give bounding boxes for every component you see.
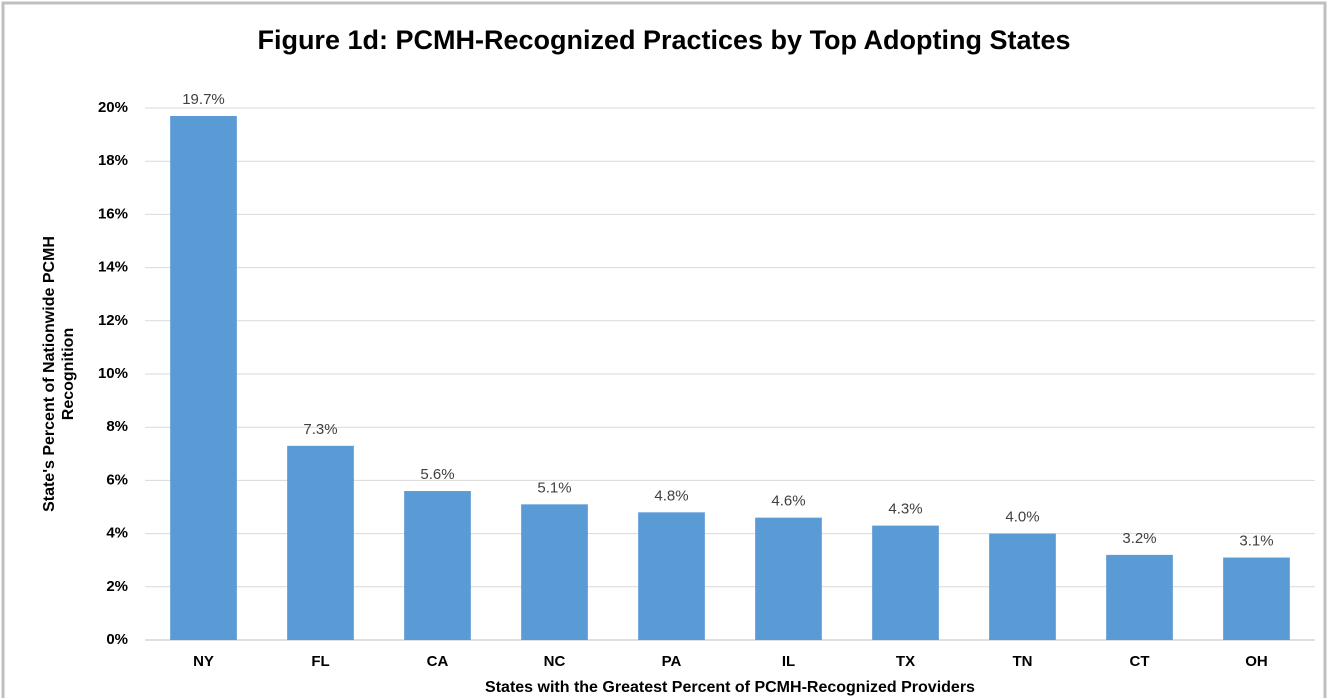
x-tick-label: PA <box>662 653 682 670</box>
x-axis-label: States with the Greatest Percent of PCMH… <box>485 679 975 696</box>
x-tick-label: TN <box>1013 653 1033 670</box>
bar <box>287 445 354 640</box>
x-tick-label: NC <box>544 653 566 670</box>
x-tick-label: NY <box>193 653 214 670</box>
x-tick-label: IL <box>782 653 795 670</box>
bar <box>755 517 822 640</box>
y-tick-label: 18% <box>98 152 128 169</box>
data-label: 3.2% <box>1122 530 1156 547</box>
bar <box>521 504 588 640</box>
data-label: 4.8% <box>654 487 688 504</box>
data-label: 3.1% <box>1239 533 1273 550</box>
bar <box>1223 557 1290 640</box>
x-tick-label: CT <box>1130 653 1150 670</box>
y-axis-label: State's Percent of Nationwide PCMH Recog… <box>41 236 77 512</box>
data-label: 4.6% <box>771 493 805 510</box>
bar <box>638 512 705 640</box>
y-tick-label: 16% <box>98 205 128 222</box>
y-tick-label: 20% <box>98 99 128 116</box>
data-label: 5.1% <box>537 479 571 496</box>
y-tick-label: 0% <box>106 631 128 648</box>
y-tick-label: 8% <box>106 418 128 435</box>
bar <box>989 533 1056 640</box>
y-axis-label-line: State's Percent of Nationwide PCMH <box>41 236 58 512</box>
bar <box>872 525 939 640</box>
bar <box>170 115 237 641</box>
y-tick-label: 10% <box>98 365 128 382</box>
data-label: 19.7% <box>182 91 225 108</box>
bar <box>404 491 471 640</box>
data-label: 4.3% <box>888 501 922 518</box>
x-tick-label: FL <box>311 653 329 670</box>
y-axis-label-line: Recognition <box>60 328 77 420</box>
chart-title: Figure 1d: PCMH-Recognized Practices by … <box>257 25 1070 55</box>
data-label: 7.3% <box>303 421 337 438</box>
y-tick-label: 6% <box>106 471 128 488</box>
data-label: 4.0% <box>1005 509 1039 526</box>
x-tick-label: TX <box>896 653 915 670</box>
bar <box>1106 554 1173 640</box>
y-tick-label: 14% <box>98 259 128 276</box>
data-label: 5.6% <box>420 466 454 483</box>
y-tick-label: 4% <box>106 525 128 542</box>
y-tick-label: 12% <box>98 312 128 329</box>
y-tick-label: 2% <box>106 578 128 595</box>
x-tick-label: OH <box>1245 653 1268 670</box>
x-tick-label: CA <box>427 653 449 670</box>
